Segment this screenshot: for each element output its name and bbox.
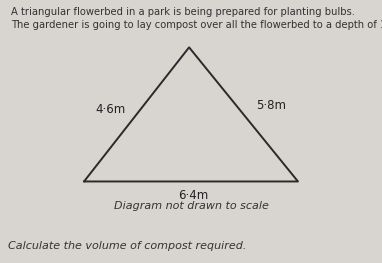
Text: 6·4m: 6·4m	[178, 189, 208, 203]
Text: A triangular flowerbed in a park is being prepared for planting bulbs.: A triangular flowerbed in a park is bein…	[11, 7, 356, 17]
Text: 5·8m: 5·8m	[256, 99, 286, 112]
Text: Diagram not drawn to scale: Diagram not drawn to scale	[113, 201, 269, 211]
Text: The gardener is going to lay compost over all the flowerbed to a depth of 12 cm.: The gardener is going to lay compost ove…	[11, 20, 382, 30]
Text: 4·6m: 4·6m	[96, 103, 126, 116]
Text: Calculate the volume of compost required.: Calculate the volume of compost required…	[8, 241, 246, 251]
